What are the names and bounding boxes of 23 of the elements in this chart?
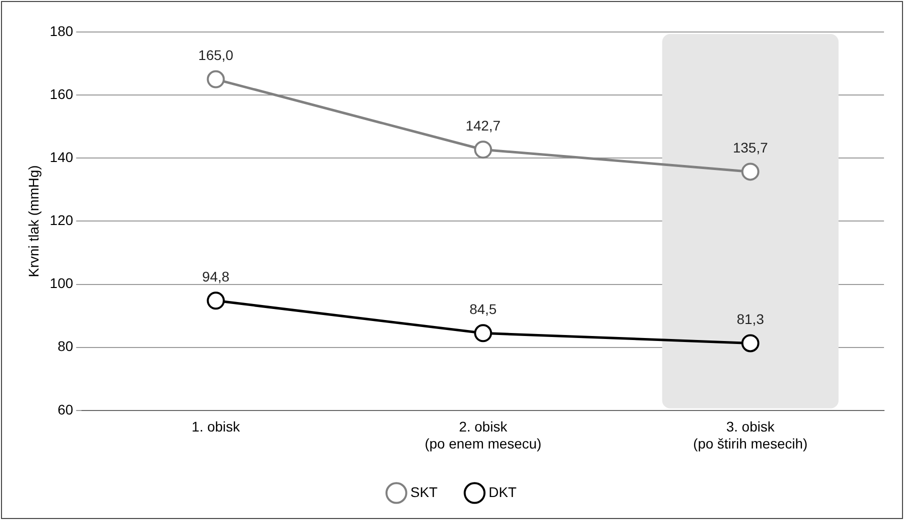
data-label: 81,3 (736, 311, 764, 328)
data-label: 84,5 (469, 301, 497, 318)
point (474, 324, 492, 342)
legend-label: SKT (410, 484, 438, 500)
x-tick-label: 3. obisk (po štirih mesecih) (693, 418, 808, 452)
point (741, 334, 760, 352)
legend-label: DKT (488, 484, 518, 500)
y-tick-label: 100 (50, 275, 74, 292)
point (741, 162, 760, 181)
y-axis-title: Krvni tlak (mmHg) (25, 165, 42, 278)
point (474, 140, 492, 159)
y-tick-label: 160 (50, 86, 74, 102)
y-tick-label: 120 (50, 212, 74, 228)
data-label: 135,7 (732, 140, 768, 156)
data-label: 94,8 (202, 268, 230, 285)
y-tick-label: 60 (58, 401, 74, 418)
data-label: 142,7 (466, 117, 501, 134)
y-tick-label: 180 (50, 22, 74, 39)
x-tick-label: 1. obisk (192, 418, 241, 435)
data-label: 165,0 (198, 47, 234, 64)
x-tick-label: 2. obisk (po enem mesecu) (424, 418, 542, 452)
y-tick-label: 140 (50, 148, 74, 165)
y-tick-label: 80 (58, 338, 74, 354)
